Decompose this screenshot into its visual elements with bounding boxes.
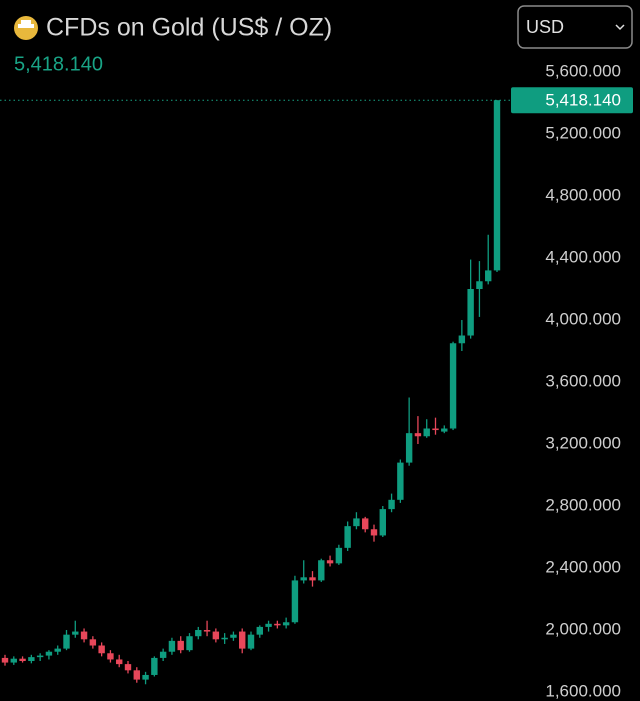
- y-tick-label: 2,000.000: [545, 619, 621, 638]
- candle-body: [230, 634, 237, 638]
- candle-body: [63, 634, 70, 649]
- candle-body: [195, 630, 202, 637]
- candle-body: [318, 560, 325, 581]
- candle-body: [177, 640, 184, 651]
- candle-body: [458, 335, 466, 344]
- candle-body: [326, 560, 334, 564]
- candle-body: [1, 657, 9, 663]
- candle-body: [107, 653, 114, 660]
- y-tick-label: 5,200.000: [545, 123, 621, 142]
- candle-body: [432, 428, 439, 431]
- candle-body: [151, 657, 158, 675]
- candle-body: [405, 433, 413, 463]
- candle-body: [467, 289, 474, 336]
- candle-body: [476, 281, 483, 290]
- candle-body: [291, 580, 299, 623]
- dropdown-label[interactable]: USD: [526, 17, 564, 37]
- candle-body: [168, 640, 176, 652]
- last-price-tag: [511, 87, 633, 114]
- candle-body: [282, 622, 290, 626]
- dropdown-chevron[interactable]: [615, 24, 625, 31]
- candle-body: [203, 630, 211, 632]
- candle-body: [493, 100, 501, 271]
- candle-body: [397, 462, 404, 500]
- y-tick-label: 3,600.000: [545, 371, 621, 390]
- last-price-label: 5,418.140: [545, 91, 621, 110]
- y-tick-label: 5,600.000: [545, 61, 621, 80]
- candle-body: [124, 664, 132, 671]
- candle-body: [54, 648, 61, 652]
- candle-body: [221, 637, 228, 640]
- candle-body: [45, 651, 53, 656]
- candle-body: [256, 626, 263, 635]
- candle-body: [186, 636, 193, 651]
- y-tick-label: 4,400.000: [545, 247, 621, 266]
- candle-body: [379, 509, 386, 536]
- currency-dropdown[interactable]: USD: [517, 5, 633, 49]
- candle-body: [133, 670, 140, 680]
- candle-body: [265, 623, 272, 627]
- candle-body: [10, 658, 17, 663]
- y-tick-label: 2,800.000: [545, 495, 621, 514]
- candle-body: [36, 655, 44, 658]
- candle-body: [423, 428, 430, 437]
- candle-body: [142, 674, 149, 680]
- candle-body: [98, 645, 105, 654]
- candle-body: [239, 631, 246, 649]
- candle-body: [72, 631, 79, 635]
- y-tick-label: 4,800.000: [545, 185, 621, 204]
- candle-body: [89, 639, 97, 646]
- candle-body: [388, 499, 395, 510]
- candle-body: [309, 577, 316, 581]
- y-tick-label: 4,000.000: [545, 309, 621, 328]
- candle-body: [344, 526, 351, 548]
- candle-body: [485, 270, 492, 282]
- candle-body: [116, 659, 123, 665]
- gold-icon-bar: [18, 24, 34, 28]
- candle-body: [370, 529, 378, 536]
- candle-body: [80, 631, 88, 640]
- candle-body: [274, 623, 281, 626]
- gold-icon-bar: [21, 20, 31, 24]
- y-tick-label: 1,600.000: [545, 681, 621, 700]
- header: CFDs on Gold (US$ / OZ) 5,418.140 USD: [14, 5, 633, 75]
- dropdown-box[interactable]: [517, 5, 633, 49]
- candle-body: [353, 518, 360, 527]
- current-price: 5,418.140: [14, 53, 103, 75]
- y-tick-label: 2,400.000: [545, 557, 621, 576]
- candle-body: [300, 577, 307, 581]
- candle-body: [449, 343, 457, 429]
- candle-body: [19, 658, 26, 662]
- candle-body: [212, 631, 220, 640]
- candle-body: [414, 433, 422, 437]
- candle-body: [441, 428, 448, 432]
- candle-body: [335, 547, 343, 564]
- candle-body: [28, 657, 35, 662]
- chart-title: CFDs on Gold (US$ / OZ): [46, 14, 332, 42]
- candle-body: [362, 518, 369, 530]
- candle-body: [247, 634, 255, 649]
- candle-body: [159, 651, 167, 658]
- y-tick-label: 3,200.000: [545, 433, 621, 452]
